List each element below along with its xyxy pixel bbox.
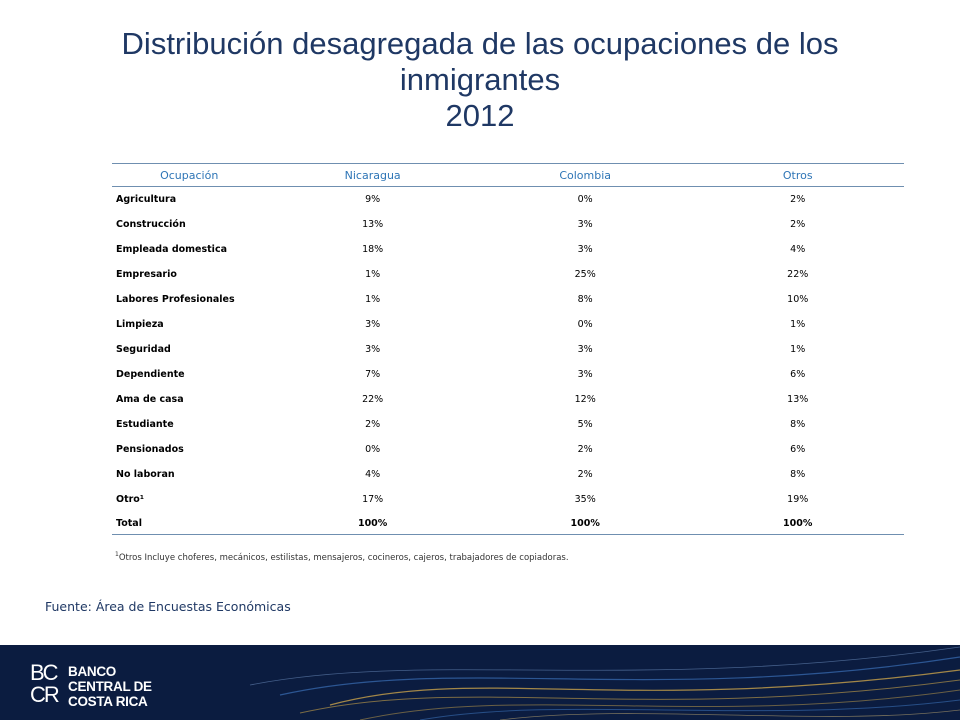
logo-name-line-1: BANCO [68, 664, 116, 679]
cell-colombia: 2% [577, 469, 593, 480]
logo-name-line-2: CENTRAL DE [68, 679, 152, 694]
header-colombia: Colombia [478, 163, 692, 187]
cell-colombia: 0% [577, 319, 593, 330]
cell-otros: 10% [787, 294, 809, 305]
cell-nicaragua: 7% [365, 369, 381, 380]
logo-mark: BC CR [30, 662, 68, 710]
logo-name-line-3: COSTA RICA [68, 694, 148, 709]
cell-colombia: 2% [577, 444, 593, 455]
cell-otros: 4% [790, 244, 806, 255]
cell-otros: 1% [790, 319, 806, 330]
cell-colombia: 12% [574, 394, 596, 405]
cell-otros: 19% [787, 494, 809, 505]
cell-otros: 8% [790, 419, 806, 430]
cell-colombia: 100% [478, 512, 692, 535]
table-row: Limpieza 3% 0% 1% [112, 312, 904, 337]
cell-nicaragua: 9% [365, 194, 381, 205]
source-note: Fuente: Área de Encuestas Económicas [45, 599, 291, 614]
cell-nicaragua: 1% [365, 269, 381, 280]
table-row: Dependiente 7% 3% 6% [112, 362, 904, 387]
cell-nicaragua: 100% [266, 512, 479, 535]
header-nicaragua: Nicaragua [266, 163, 479, 187]
table-row: Construcción 13% 3% 2% [112, 212, 904, 237]
cell-occupation: Construcción [116, 219, 186, 230]
cell-occupation: Pensionados [116, 444, 184, 455]
cell-occupation: Dependiente [116, 369, 185, 380]
title-year: 2012 [445, 98, 515, 133]
table-total-row: Total 100% 100% 100% [112, 512, 904, 535]
cell-nicaragua: 17% [362, 494, 384, 505]
bccr-logo: BC CR BANCO CENTRAL DE COSTA RICA [30, 662, 190, 712]
cell-otros: 1% [790, 344, 806, 355]
cell-colombia: 3% [577, 219, 593, 230]
cell-nicaragua: 1% [365, 294, 381, 305]
cell-otros: 22% [787, 269, 809, 280]
table-row: Ama de casa 22% 12% 13% [112, 387, 904, 412]
table-row: Pensionados 0% 2% 6% [112, 437, 904, 462]
cell-otros: 13% [787, 394, 809, 405]
cell-otros: 6% [790, 444, 806, 455]
table-row: Empleada domestica 18% 3% 4% [112, 237, 904, 262]
cell-colombia: 8% [577, 294, 593, 305]
cell-occupation: No laboran [116, 469, 175, 480]
table-row: No laboran 4% 2% 8% [112, 462, 904, 487]
table-row: Otro¹ 17% 35% 19% [112, 487, 904, 512]
slide-title: Distribución desagregada de las ocupacio… [60, 26, 900, 134]
cell-nicaragua: 4% [365, 469, 381, 480]
cell-nicaragua: 18% [362, 244, 384, 255]
title-line-2: inmigrantes [399, 62, 561, 97]
table-row: Labores Profesionales 1% 8% 10% [112, 287, 904, 312]
cell-occupation: Empresario [116, 269, 177, 280]
footer-wave-graphic [249, 646, 960, 720]
footnote: 1Otros Incluye choferes, mecánicos, esti… [115, 551, 569, 563]
cell-occupation: Labores Profesionales [116, 294, 235, 305]
cell-nicaragua: 13% [362, 219, 384, 230]
cell-occupation: Empleada domestica [116, 244, 227, 255]
cell-nicaragua: 2% [365, 419, 381, 430]
cell-occupation: Seguridad [116, 344, 171, 355]
cell-nicaragua: 3% [365, 344, 381, 355]
table-row: Agricultura 9% 0% 2% [112, 187, 904, 213]
occupations-table: Ocupación Nicaragua Colombia Otros Agric… [112, 163, 904, 535]
logo-mark-bottom: CR [30, 682, 60, 707]
cell-occupation: Limpieza [116, 319, 164, 330]
logo-mark-top: BC [30, 660, 59, 685]
footer-band [0, 645, 960, 720]
table-row: Seguridad 3% 3% 1% [112, 337, 904, 362]
cell-nicaragua: 22% [362, 394, 384, 405]
cell-colombia: 35% [574, 494, 596, 505]
cell-colombia: 5% [577, 419, 593, 430]
cell-otros: 6% [790, 369, 806, 380]
cell-occupation: Otro¹ [116, 494, 144, 505]
title-line-1: Distribución desagregada de las ocupacio… [121, 26, 839, 61]
cell-colombia: 25% [574, 269, 596, 280]
table-header-row: Ocupación Nicaragua Colombia Otros [112, 163, 904, 187]
cell-otros: 2% [790, 219, 806, 230]
cell-otros: 8% [790, 469, 806, 480]
footnote-marker: 1 [115, 551, 119, 558]
cell-nicaragua: 3% [365, 319, 381, 330]
cell-colombia: 3% [577, 344, 593, 355]
cell-otros: 2% [790, 194, 806, 205]
cell-occupation: Total [112, 512, 267, 535]
header-ocupacion: Ocupación [112, 163, 267, 187]
header-otros: Otros [691, 163, 904, 187]
cell-occupation: Estudiante [116, 419, 174, 430]
cell-occupation: Ama de casa [116, 394, 184, 405]
table-row: Empresario 1% 25% 22% [112, 262, 904, 287]
cell-colombia: 0% [577, 194, 593, 205]
cell-otros: 100% [691, 512, 904, 535]
cell-colombia: 3% [577, 244, 593, 255]
logo-name: BANCO CENTRAL DE COSTA RICA [68, 664, 152, 709]
cell-colombia: 3% [577, 369, 593, 380]
cell-nicaragua: 0% [365, 444, 381, 455]
table-row: Estudiante 2% 5% 8% [112, 412, 904, 437]
footnote-text: Otros Incluye choferes, mecánicos, estil… [118, 552, 569, 563]
cell-occupation: Agricultura [116, 194, 177, 205]
